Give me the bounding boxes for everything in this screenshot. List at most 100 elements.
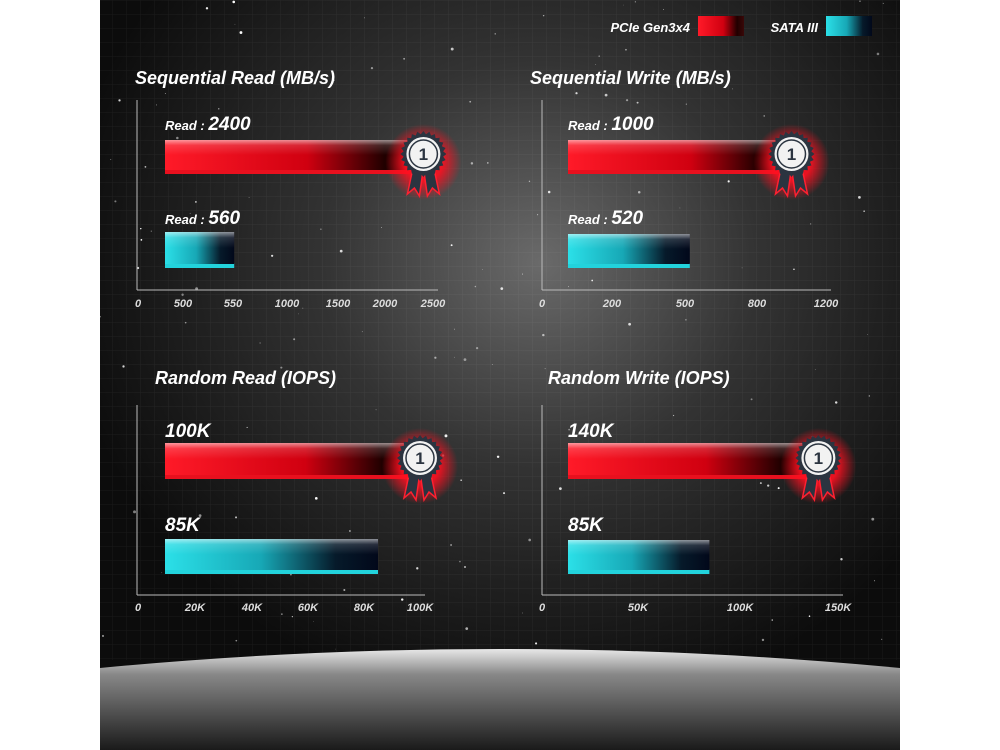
star [522, 273, 523, 275]
star [494, 33, 496, 35]
chart-title: Sequential Write (MB/s) [530, 68, 731, 88]
bar-label-value: 2400 [207, 114, 251, 135]
bar-value-label: Read : 560 [165, 208, 240, 229]
bar-edge [568, 569, 710, 574]
star [161, 572, 163, 574]
star [463, 358, 467, 362]
star [137, 266, 140, 270]
bar-value-label: Read : 1000 [568, 114, 654, 135]
x-tick-label: 2500 [420, 298, 446, 310]
star [814, 369, 816, 370]
star [314, 496, 318, 500]
x-tick-label: 100K [727, 602, 754, 614]
star [370, 66, 374, 70]
star [401, 598, 404, 601]
star [868, 395, 871, 397]
x-tick-label: 1200 [814, 298, 839, 310]
star [454, 356, 455, 358]
star [528, 180, 531, 183]
star [280, 366, 283, 369]
star [759, 482, 762, 484]
star [625, 99, 629, 102]
star [542, 14, 545, 17]
star [403, 57, 406, 60]
bar-label-prefix: Read : [165, 118, 208, 133]
x-tick-label: 0 [539, 602, 546, 614]
star [164, 93, 166, 94]
star [634, 1, 636, 3]
badge-number: 1 [814, 449, 823, 468]
star [313, 621, 314, 622]
star [876, 52, 880, 56]
star [343, 588, 346, 592]
bar-value-label: Read : 2400 [165, 114, 251, 135]
star [333, 79, 335, 81]
star [181, 293, 184, 296]
star [184, 321, 187, 324]
star [609, 425, 611, 427]
bar-label-value: 85K [165, 515, 201, 536]
chart-panel-2: Sequential Write (MB/s) 0 200 500 800 1200 Rea… [530, 68, 839, 310]
star [234, 23, 236, 25]
star [450, 244, 453, 247]
star [297, 313, 299, 315]
star [140, 227, 142, 230]
bar-gloss [568, 140, 792, 155]
star [598, 55, 600, 57]
star [469, 100, 472, 103]
star [542, 333, 545, 337]
star [871, 517, 875, 521]
chart-title: Random Write (IOPS) [548, 368, 730, 388]
star [218, 108, 220, 110]
badge-number: 1 [419, 145, 428, 164]
star [198, 514, 202, 517]
star [122, 365, 125, 368]
star [118, 99, 121, 102]
star [858, 195, 861, 199]
star [496, 455, 500, 459]
x-tick-label: 60K [298, 602, 319, 614]
x-tick-label: 500 [676, 298, 695, 310]
star [623, 4, 624, 6]
star [867, 334, 868, 335]
star [685, 103, 687, 105]
bar-value-label: Read : 520 [568, 208, 643, 229]
star [281, 613, 283, 615]
star [235, 516, 238, 519]
legend-label-sata: SATA III [771, 20, 819, 35]
star [176, 136, 179, 140]
star [416, 567, 419, 570]
x-tick-label: 150K [825, 602, 852, 614]
first-place-badge-icon: 1 [753, 124, 830, 200]
star [537, 214, 539, 216]
x-tick-label: 20K [184, 602, 206, 614]
star [834, 401, 838, 404]
star [361, 331, 363, 333]
star [459, 560, 461, 563]
bar-value-label: 85K [568, 515, 604, 536]
star [195, 287, 199, 291]
x-tick-label: 550 [224, 298, 243, 310]
star [144, 166, 147, 168]
star [320, 380, 322, 381]
star [189, 212, 191, 214]
star [349, 530, 351, 532]
stars [99, 0, 884, 650]
star [470, 162, 474, 165]
bar-label-value: 85K [568, 515, 604, 536]
star [110, 159, 112, 160]
star [727, 180, 730, 183]
bar-gloss [568, 540, 710, 555]
star [101, 634, 105, 638]
bar-edge [568, 263, 690, 268]
chart-title: Sequential Read (MB/s) [135, 68, 335, 88]
star [763, 115, 765, 117]
star [475, 347, 479, 350]
badge-number: 1 [415, 449, 424, 468]
bar-edge [165, 569, 378, 574]
bar-label-value: 520 [611, 208, 643, 229]
star [741, 267, 743, 269]
chart-panel-1: Sequential Read (MB/s) 0 500 550 1000 1500 200… [135, 68, 462, 310]
star [882, 2, 884, 4]
